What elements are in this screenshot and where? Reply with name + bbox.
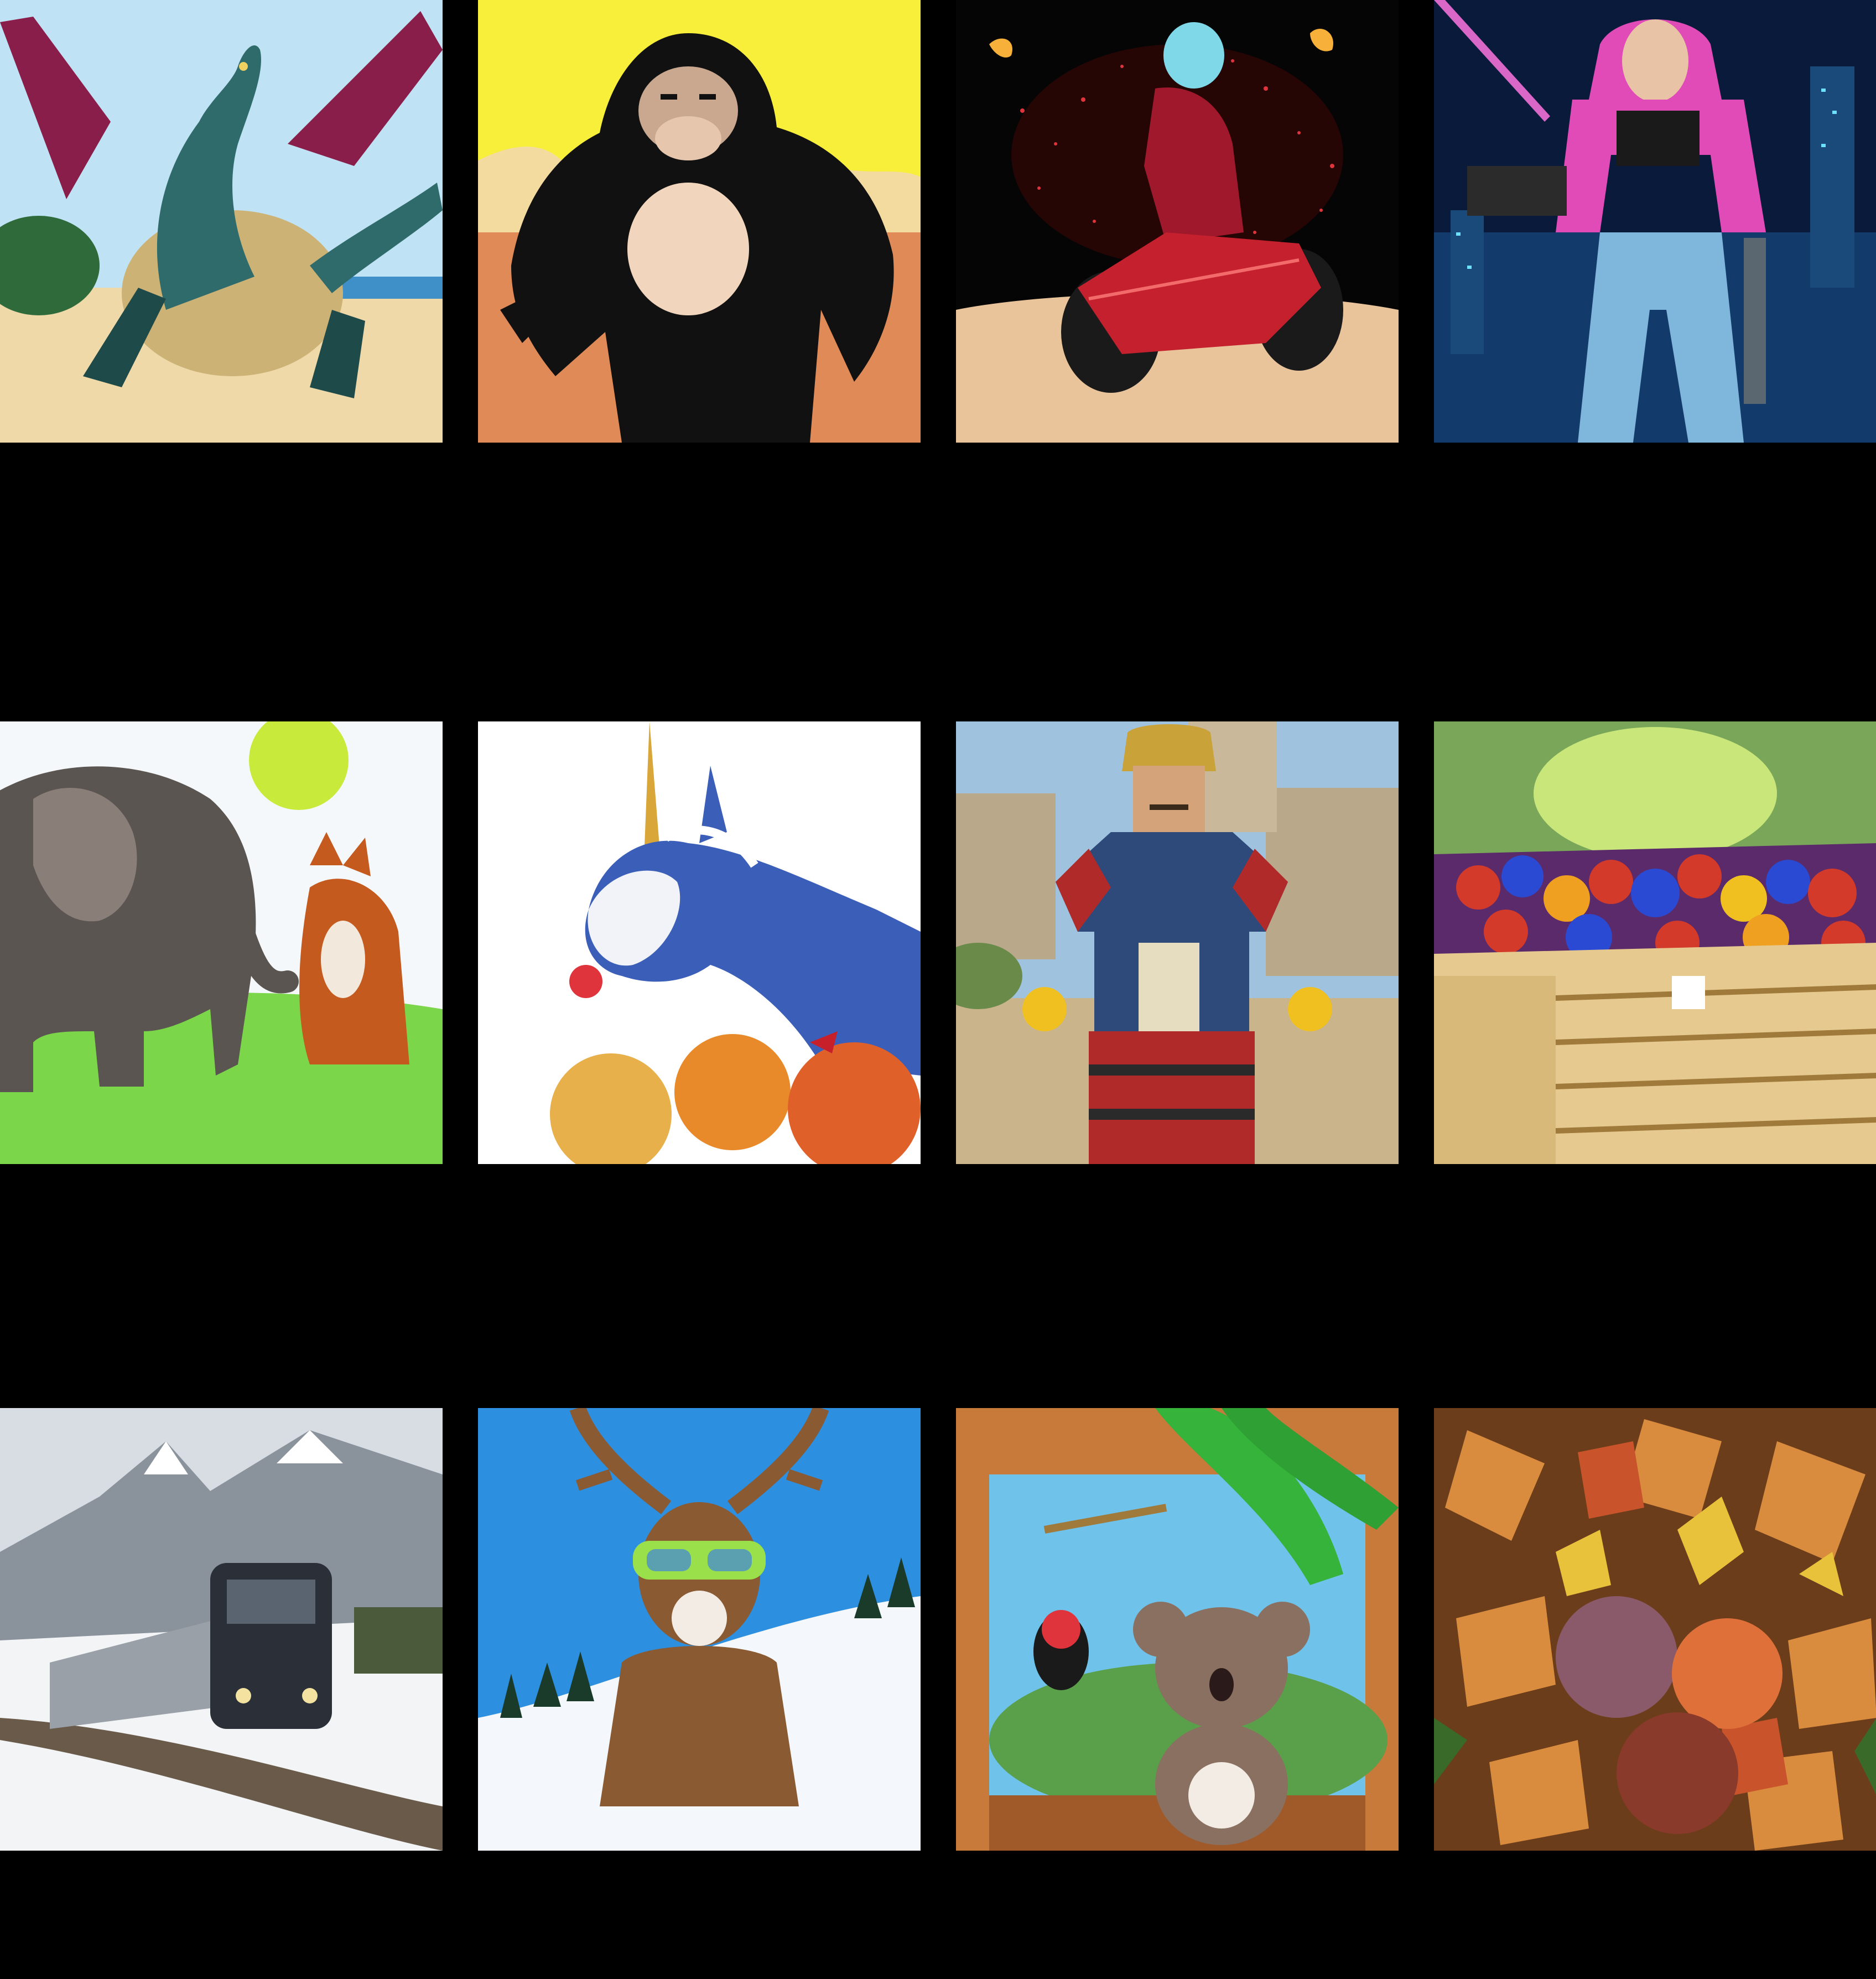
image-tile-deer[interactable] (478, 1408, 921, 1851)
image-tile-motorcycle[interactable] (956, 0, 1399, 443)
image-tile-koala[interactable] (956, 1408, 1399, 1851)
koala-at-window-image (956, 1408, 1399, 1851)
image-tile-autumn[interactable] (1434, 1408, 1876, 1851)
autumn-leaves-and-fruit-image (1434, 1408, 1876, 1851)
image-tile-berries[interactable] (1434, 721, 1876, 1164)
image-tile-unicorn[interactable] (478, 721, 921, 1164)
image-tile-cyberpunk-woman[interactable] (1434, 0, 1876, 443)
image-tile-train[interactable] (0, 1408, 443, 1851)
deer-with-goggles-in-snow-image (478, 1408, 921, 1851)
image-tile-gorilla[interactable] (478, 0, 921, 443)
crate-of-berries-image (1434, 721, 1876, 1164)
unicorn-with-apples-image (478, 721, 921, 1164)
image-tile-dragon[interactable] (0, 0, 443, 443)
train-in-snowy-mountains-image (0, 1408, 443, 1851)
cartoon-gorilla-image (478, 0, 921, 443)
cyberpunk-woman-with-gun-image (1434, 0, 1876, 443)
toy-armored-warrior-image (956, 721, 1399, 1164)
dragon-on-beach-image (0, 0, 443, 443)
elephant-and-fox-image (0, 721, 443, 1164)
neon-motorcycle-rider-image (956, 0, 1399, 443)
image-tile-warrior[interactable] (956, 721, 1399, 1164)
image-tile-elephant-fox[interactable] (0, 721, 443, 1164)
